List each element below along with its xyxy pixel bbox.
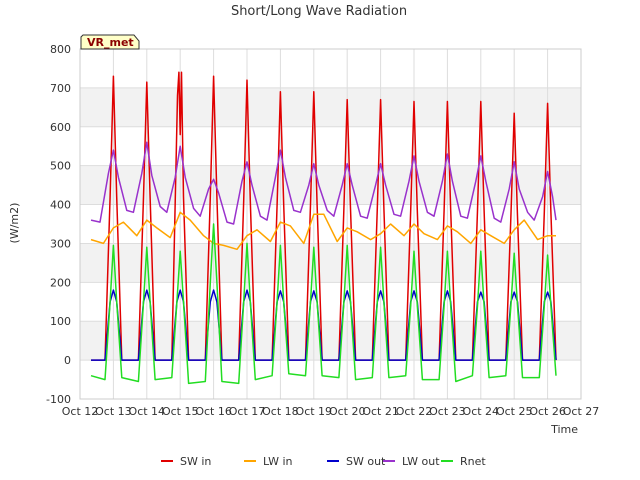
x-tick-label: Oct 17 <box>229 405 266 418</box>
legend-label-rnet: Rnet <box>460 455 486 468</box>
chart-title: Short/Long Wave Radiation <box>231 4 407 19</box>
station-label-background <box>80 34 140 50</box>
y-tick-label: 200 <box>50 276 71 289</box>
legend-label-sw-in: SW in <box>180 455 211 468</box>
series-line-lw-out <box>90 141 557 225</box>
y-tick-label: 700 <box>50 82 71 95</box>
x-axis-title: Time <box>550 423 578 436</box>
y-tick-label: 600 <box>50 121 71 134</box>
x-tick-label: Oct 16 <box>195 405 232 418</box>
grid-band <box>80 165 581 205</box>
series-line-lw-in <box>90 211 556 251</box>
station-label-box: VR_met <box>80 34 140 50</box>
y-tick-label: 800 <box>50 43 71 56</box>
y-tick-label: 100 <box>50 315 71 328</box>
y-tick-label: 0 <box>64 354 71 367</box>
x-tick-label: Oct 25 <box>496 405 533 418</box>
station-label: VR_met <box>87 36 134 49</box>
x-tick-label: Oct 14 <box>129 405 166 418</box>
grid-band <box>80 360 581 399</box>
grid-band <box>80 126 581 166</box>
x-tick-label: Oct 12 <box>62 405 99 418</box>
grid-band <box>80 87 581 127</box>
legend: SW in LW in SW out LW out Rnet <box>161 455 486 468</box>
grid-band <box>80 243 581 283</box>
x-tick-label: Oct 21 <box>362 405 399 418</box>
legend-label-lw-in: LW in <box>263 455 293 468</box>
x-tick-label: Oct 20 <box>329 405 366 418</box>
x-tick-label: Oct 15 <box>162 405 199 418</box>
plot-frame <box>79 48 582 400</box>
grid-band <box>80 49 581 88</box>
series-line-sw-in <box>91 71 557 361</box>
series-line-rnet <box>90 223 557 385</box>
y-tick-label: 300 <box>50 237 71 250</box>
x-tick-label: Oct 13 <box>95 405 132 418</box>
x-tick-label: Oct 24 <box>463 405 500 418</box>
grid-band <box>80 321 581 361</box>
y-axis-title: (W/m2) <box>8 203 21 244</box>
y-tick-label: 500 <box>50 160 71 173</box>
x-tick-label: Oct 23 <box>429 405 466 418</box>
x-tick-label: Oct 19 <box>296 405 333 418</box>
grid-band <box>80 204 581 244</box>
x-tick-label: Oct 27 <box>563 405 600 418</box>
x-tick-label: Oct 22 <box>396 405 433 418</box>
legend-label-sw-out: SW out <box>346 455 386 468</box>
grid-band <box>80 282 581 322</box>
y-tick-label: 400 <box>50 199 71 212</box>
x-tick-label: Oct 26 <box>529 405 566 418</box>
x-tick-label: Oct 18 <box>262 405 299 418</box>
y-tick-label: -100 <box>46 393 71 406</box>
legend-label-lw-out: LW out <box>402 455 440 468</box>
